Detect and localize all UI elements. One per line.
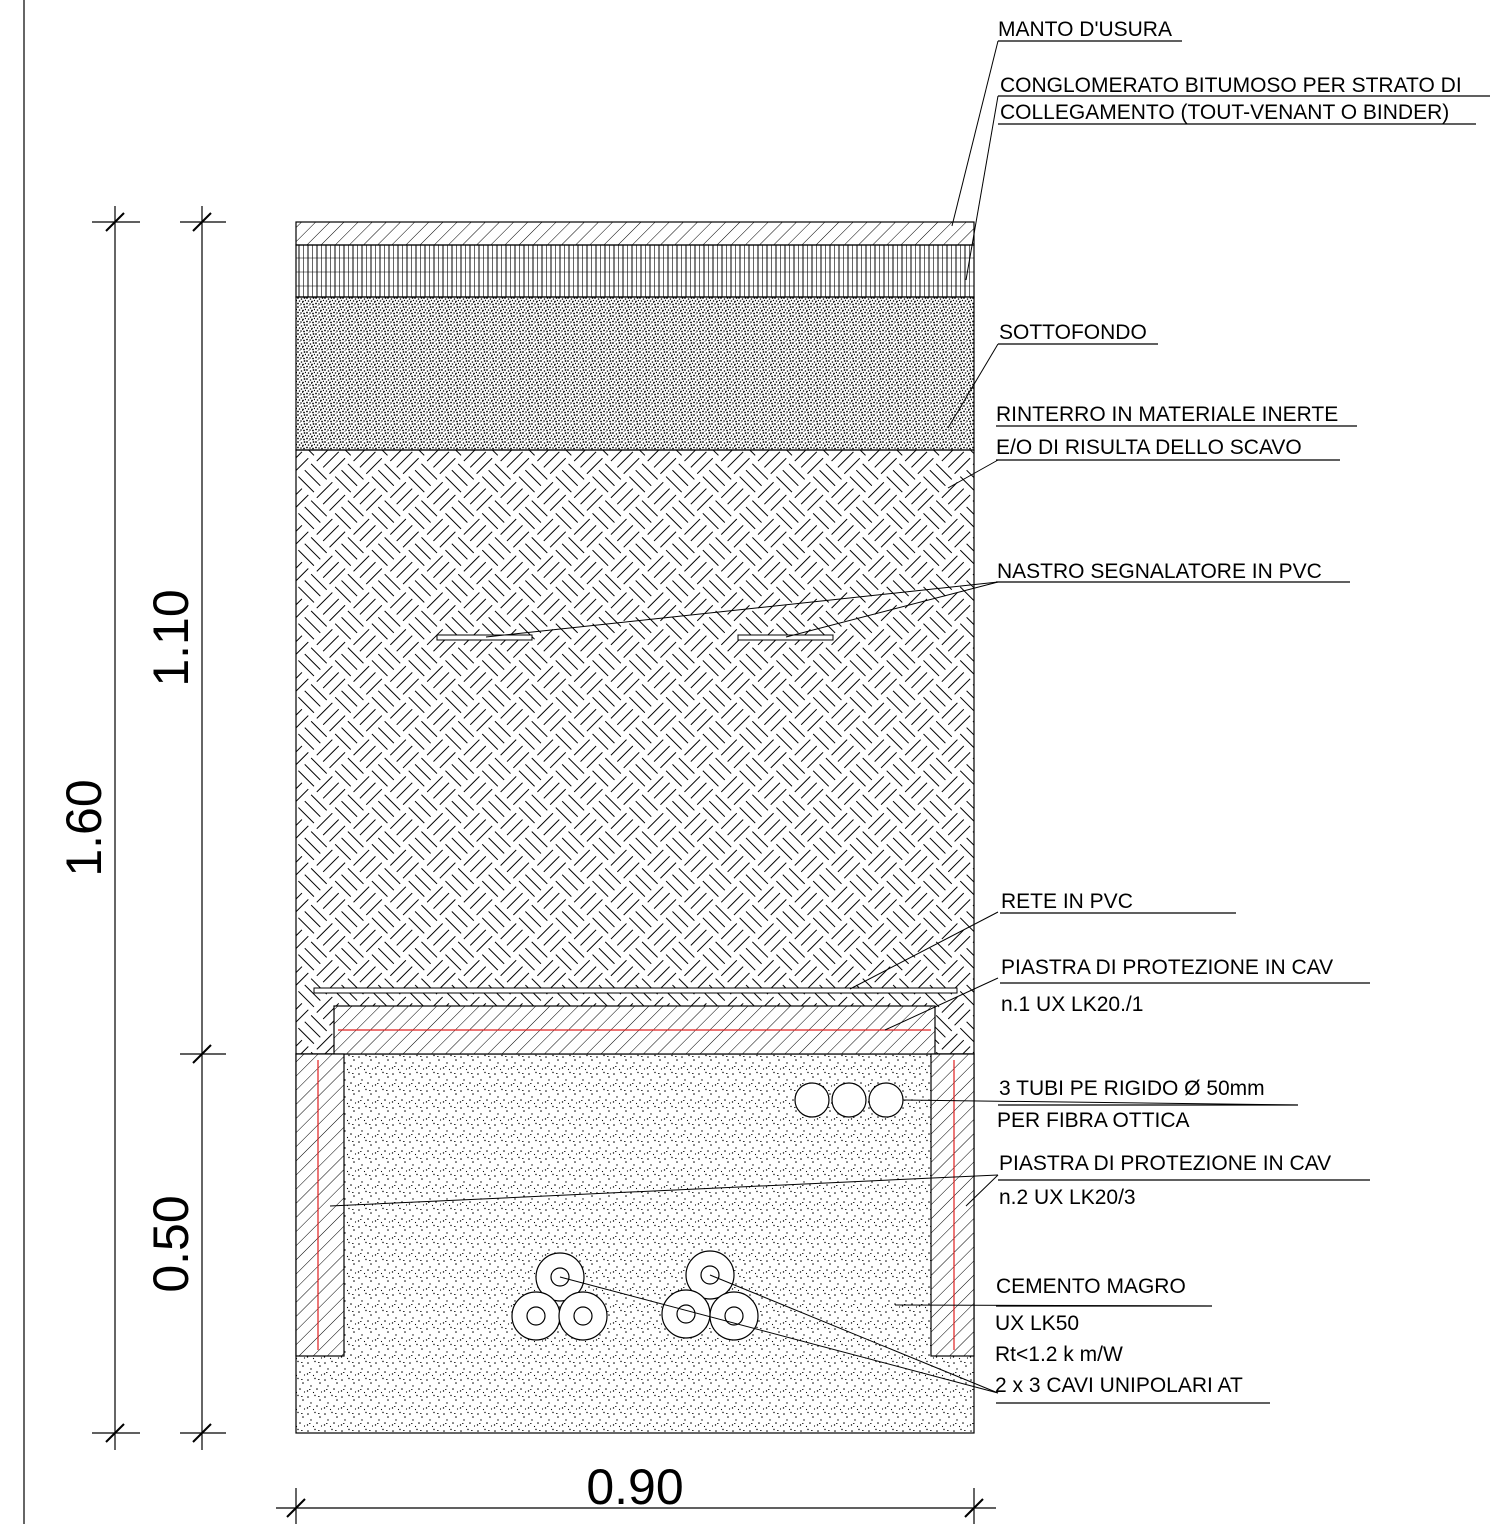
layer-rinterro <box>295 449 975 1055</box>
label-rete-pvc: RETE IN PVC <box>1001 890 1133 913</box>
label-manto-usura: MANTO D'USURA <box>998 18 1172 41</box>
layer-manto-usura <box>295 221 975 246</box>
label-cemento-rt: Rt<1.2 k m/W <box>995 1343 1123 1366</box>
label-nastro-segnalatore: NASTRO SEGNALATORE IN PVC <box>997 560 1322 583</box>
label-conglomerato-line2: COLLEGAMENTO (TOUT-VENANT O BINDER) <box>1000 101 1449 124</box>
label-piastra-superiore-line1: PIASTRA DI PROTEZIONE IN CAV <box>1001 956 1333 979</box>
layer-sottofondo <box>295 296 975 451</box>
label-piastra-laterale-line2: n.2 UX LK20/3 <box>999 1186 1136 1209</box>
label-sottofondo: SOTTOFONDO <box>999 321 1147 344</box>
label-cemento-ux: UX LK50 <box>995 1312 1079 1335</box>
dimension-lower-depth: 0.50 <box>143 1195 199 1292</box>
layer-binder <box>295 244 975 298</box>
label-tubi-line1: 3 TUBI PE RIGIDO Ø 50mm <box>999 1077 1265 1100</box>
leader-lines <box>329 40 1299 1394</box>
dimension-width: 0.90 <box>586 1459 683 1515</box>
dimension-upper-depth: 1.10 <box>143 589 199 686</box>
label-underlines <box>996 40 1490 1404</box>
piastra-protezione-superiore <box>333 1005 936 1055</box>
dimension-total-depth: 1.60 <box>56 779 112 876</box>
rete-pvc <box>313 987 958 994</box>
label-rinterro-line1: RINTERRO IN MATERIALE INERTE <box>996 403 1338 426</box>
label-cavi-unipolari: 2 x 3 CAVI UNIPOLARI AT <box>995 1374 1243 1397</box>
label-rinterro-line2: E/O DI RISULTA DELLO SCAVO <box>996 436 1302 459</box>
cavi-unipolari-gruppo-sinistro <box>511 1252 608 1341</box>
dimension-lines <box>92 206 996 1524</box>
tubi-fibra-ottica <box>794 1082 904 1118</box>
layer-cemento-magro <box>295 1053 975 1434</box>
label-tubi-line2: PER FIBRA OTTICA <box>997 1109 1190 1132</box>
label-piastra-superiore-line2: n.1 UX LK20./1 <box>1001 993 1143 1016</box>
label-conglomerato-line1: CONGLOMERATO BITUMOSO PER STRATO DI <box>1000 74 1462 97</box>
label-cemento-magro: CEMENTO MAGRO <box>996 1275 1186 1298</box>
nastro-segnalatore <box>436 634 834 641</box>
piastra-protezione-sinistra <box>295 1053 345 1357</box>
label-piastra-laterale-line1: PIASTRA DI PROTEZIONE IN CAV <box>999 1152 1331 1175</box>
